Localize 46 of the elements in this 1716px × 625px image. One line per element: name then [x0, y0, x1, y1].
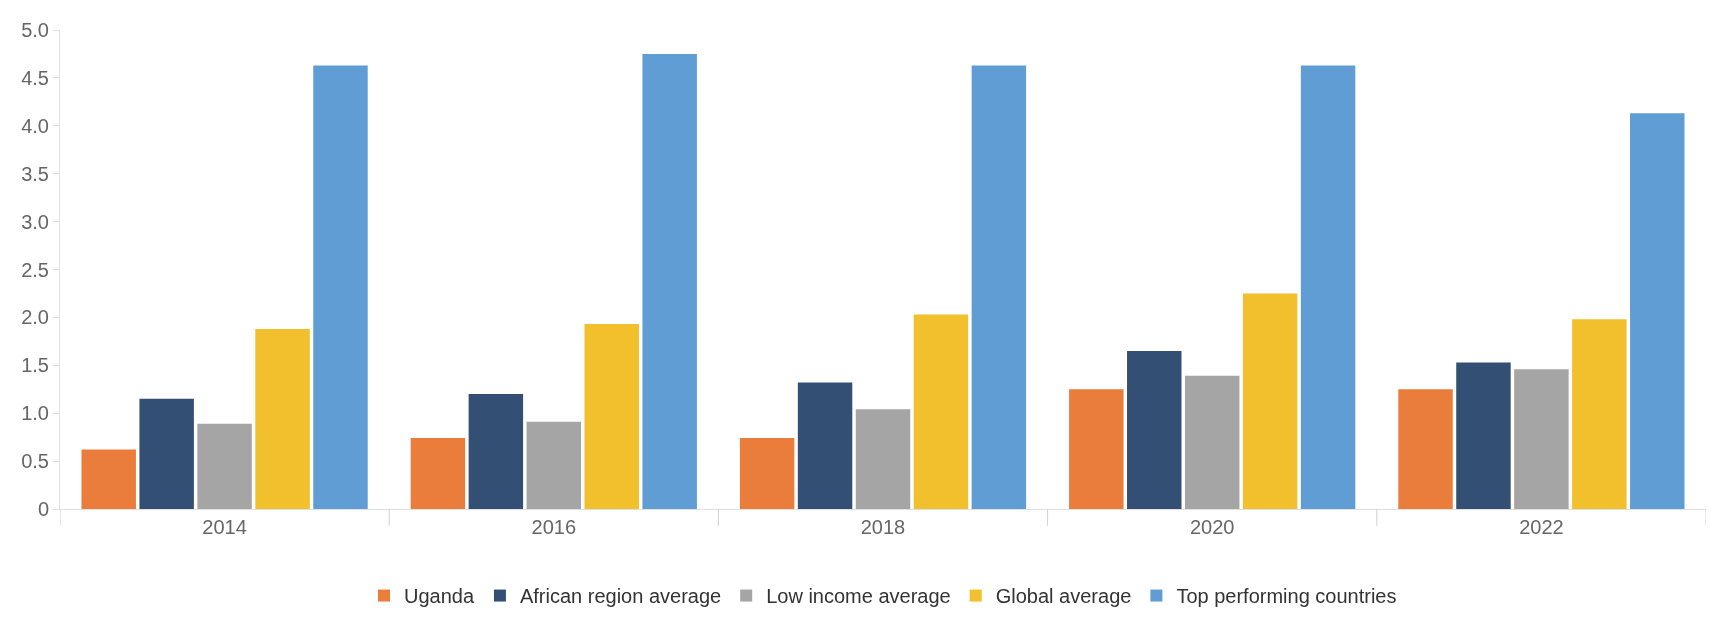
y-tick-label: 0.5: [21, 450, 49, 473]
bar: [139, 398, 194, 509]
bar: [1456, 362, 1511, 509]
y-tick-label: 5.0: [21, 19, 49, 41]
bar: [1242, 293, 1298, 509]
legend-label: Low income average: [766, 585, 951, 608]
bar: [739, 438, 795, 509]
y-tick-label: 1.0: [21, 402, 49, 425]
y-tick-label: 2.0: [21, 306, 49, 329]
x-tick-label: 2014: [202, 516, 247, 538]
x-tick-label: 2018: [860, 516, 906, 538]
bar: [81, 449, 136, 509]
bar: [1572, 319, 1627, 509]
bar: [1127, 350, 1182, 509]
bar: [584, 324, 639, 509]
y-tick-label: 3.5: [21, 162, 49, 185]
bar: [1398, 389, 1453, 509]
bar: [468, 394, 524, 509]
legend-label: African region average: [519, 585, 722, 608]
bar: [1300, 65, 1356, 509]
y-tick-label: 4.0: [21, 114, 49, 137]
bar: [1514, 369, 1569, 509]
bar: [255, 328, 310, 509]
y-tick-label: 2.5: [21, 258, 49, 281]
y-tick-label: 1.5: [21, 354, 49, 377]
bar: [913, 314, 969, 509]
x-tick-label: 2016: [531, 516, 577, 538]
legend-label: Top performing countries: [1176, 585, 1397, 608]
bar: [855, 409, 911, 509]
y-tick-label: 0: [37, 498, 49, 520]
x-tick-label: 2022: [1519, 516, 1564, 538]
legend-label: Global average: [995, 585, 1132, 608]
bar: [1184, 375, 1240, 509]
bar: [410, 438, 466, 509]
bar: [797, 382, 853, 509]
bar: [1069, 389, 1124, 509]
bar: [197, 423, 252, 509]
y-tick-label: 4.5: [21, 66, 49, 89]
legend-label: Uganda: [404, 585, 475, 608]
x-tick-label: 2020: [1189, 516, 1235, 538]
bar: [971, 65, 1027, 509]
bar: [642, 53, 697, 509]
y-tick-label: 3.0: [21, 210, 49, 233]
bar: [1630, 113, 1685, 509]
bar: [313, 65, 368, 509]
bar: [526, 421, 582, 509]
